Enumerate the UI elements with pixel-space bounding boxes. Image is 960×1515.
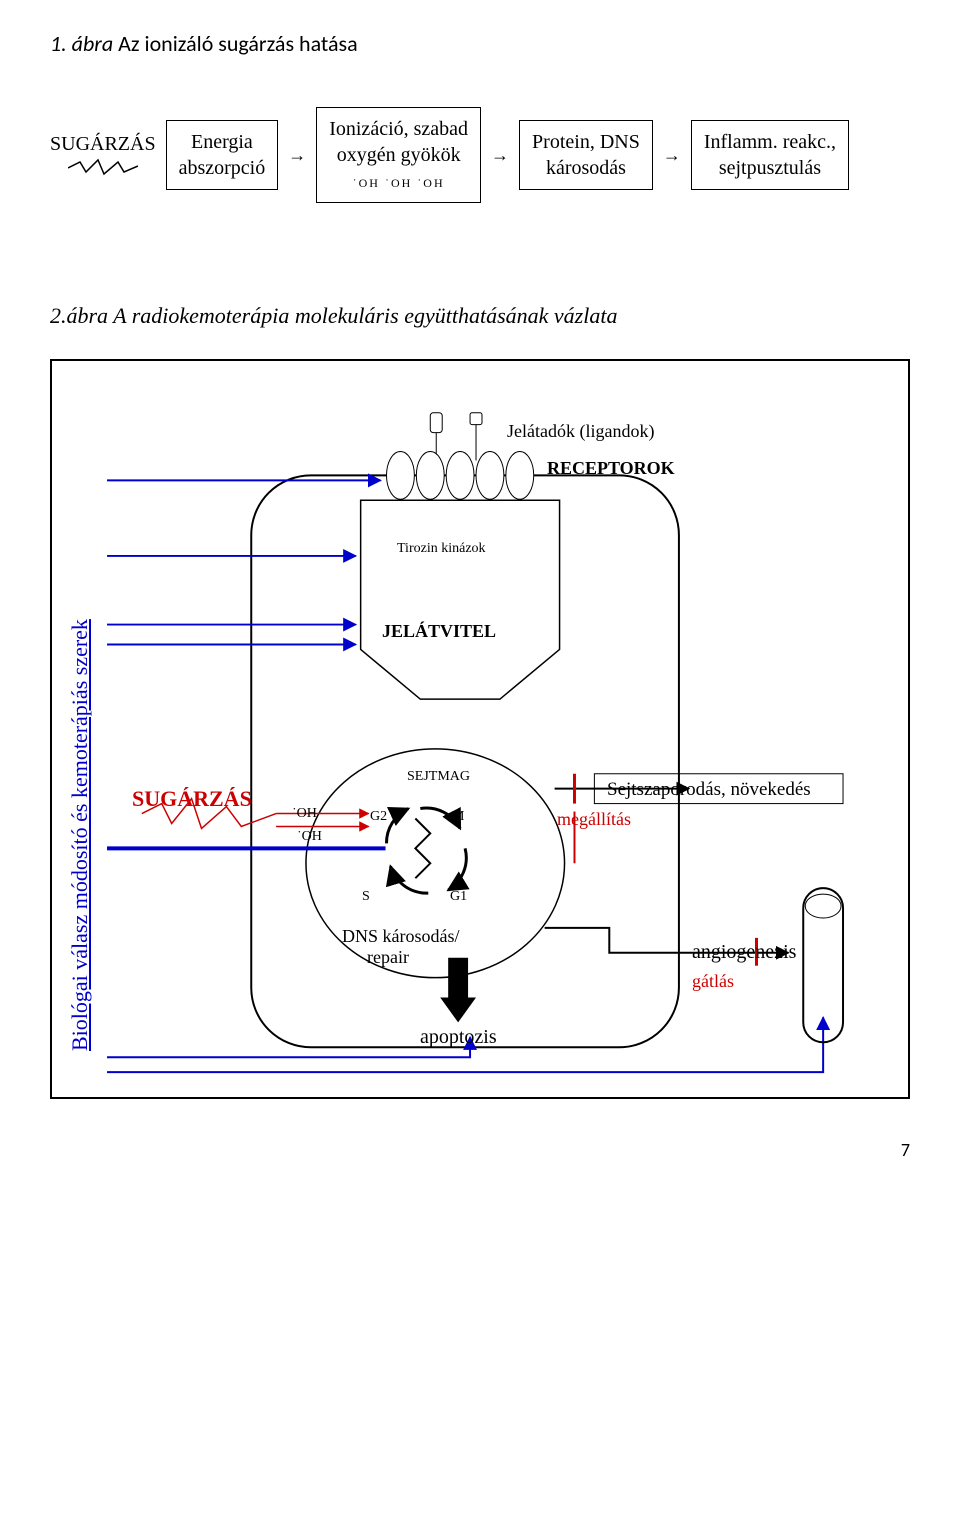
lbl-s: S [362, 889, 370, 905]
lbl-apoptosis: apoptozis [420, 1026, 497, 1049]
arrow-icon: → [491, 145, 509, 166]
lbl-angio: angiogenezis [692, 941, 796, 964]
lbl-oh2: ˙OH [297, 829, 322, 845]
fig1-flow: SUGÁRZÁS Energia abszorpció → Ionizáció,… [50, 107, 910, 203]
fig1-box-absorption: Energia abszorpció [166, 120, 279, 190]
lbl-g1: G1 [450, 889, 467, 905]
fig2-svg [52, 361, 908, 1097]
fig1-box-inflammation: Inflamm. reakc., sejtpusztulás [691, 120, 849, 190]
fig2-title: 2.ábra A radiokemoterápia molekuláris eg… [50, 303, 910, 329]
fig1-spark-label: SUGÁRZÁS [50, 133, 156, 156]
lbl-gatlas: gátlás [692, 971, 734, 992]
arrow-icon: → [288, 145, 306, 166]
lightning-icon [68, 158, 138, 178]
lbl-growth: Sejtszaporodás, növekedés [607, 779, 811, 801]
lbl-tk: Tirozin kinázok [397, 541, 486, 557]
lbl-m: M [452, 809, 464, 825]
fig2-frame: Biológai válasz módosító és kemoterápiás… [50, 359, 910, 1099]
lbl-g2: G2 [370, 809, 387, 825]
lbl-oh1: ˙OH [292, 806, 317, 822]
page-number: 7 [50, 1139, 910, 1161]
lbl-signal: JELÁTVITEL [382, 621, 496, 642]
lbl-receptors: RECEPTOROK [547, 458, 675, 479]
vertical-label: Biológai válasz módosító és kemoterápiás… [67, 619, 93, 1051]
arrow-icon: → [663, 145, 681, 166]
fig1-spark: SUGÁRZÁS [50, 133, 156, 178]
fig1-box-damage: Protein, DNS károsodás [519, 120, 653, 190]
lbl-ligand: Jelátadók (ligandok) [507, 421, 654, 442]
lbl-sugarzas: SUGÁRZÁS [132, 786, 252, 812]
fig1-title: 1. ábra Az ionizáló sugárzás hatása [50, 30, 910, 57]
fig1-box-ionization: Ionizáció, szabad oxygén gyökök ˙OH ˙OH … [316, 107, 481, 203]
lbl-dns: DNS károsodás/ repair [342, 926, 460, 968]
lbl-megallitas: megállítás [557, 809, 631, 830]
lbl-nucleus: SEJTMAG [407, 769, 470, 785]
